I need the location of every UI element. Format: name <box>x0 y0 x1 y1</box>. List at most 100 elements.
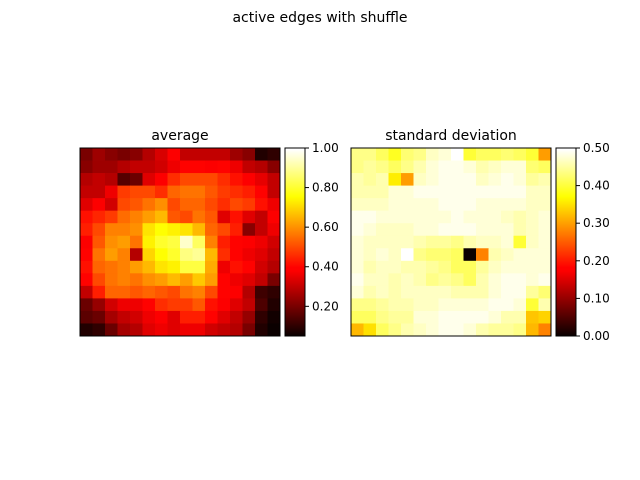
average-cell-r7-c5 <box>142 235 156 249</box>
average-colorbar-step <box>285 264 305 267</box>
average-cell-r12-c3 <box>117 298 131 312</box>
std-cell-r4-c1 <box>363 198 377 212</box>
average-colorbar-step <box>285 304 305 307</box>
average-cell-r2-c12 <box>230 173 243 186</box>
average-cell-r13-c0 <box>80 310 93 324</box>
average-cell-r14-c0 <box>80 323 93 337</box>
average-cell-r14-c10 <box>205 323 218 337</box>
std-cell-r13-c7 <box>438 310 452 324</box>
std-colorbar-step <box>556 280 576 283</box>
average-cell-r14-c3 <box>117 323 131 337</box>
average-colorbar-step <box>285 216 305 219</box>
std-colorbar-step <box>556 234 576 237</box>
std-cell-r12-c12 <box>501 298 514 312</box>
std-colorbar-step <box>556 182 576 185</box>
average-colorbar-step <box>285 220 305 223</box>
std-cell-r14-c7 <box>438 323 452 337</box>
std-colorbar-step <box>556 156 576 159</box>
average-colorbar-frame <box>284 147 306 337</box>
average-cell-r3-c7 <box>167 185 181 199</box>
average-colorbar-step <box>285 318 305 321</box>
std-colorbar-step <box>556 208 576 211</box>
average-colorbar-step <box>285 254 305 257</box>
std-cell-r12-c7 <box>438 298 452 312</box>
average-heatmap-cells <box>80 148 281 337</box>
average-colorbar-step <box>285 236 305 239</box>
std-cell-r1-c15 <box>538 160 552 174</box>
std-colorbar-step <box>556 188 576 191</box>
average-cell-r14-c5 <box>142 323 156 337</box>
average-colorbar-step <box>285 262 305 265</box>
average-cell-r9-c4 <box>130 260 143 274</box>
std-cell-r1-c4 <box>401 160 414 174</box>
std-colorbar-step <box>556 228 576 231</box>
std-colorbar-step <box>556 252 576 255</box>
average-cell-r9-c0 <box>80 260 93 274</box>
std-colorbar-step <box>556 262 576 265</box>
average-cell-r3-c2 <box>105 185 118 199</box>
average-cell-r3-c14 <box>255 185 268 199</box>
average-cell-r6-c10 <box>205 223 218 237</box>
std-colorbar-step <box>556 216 576 219</box>
average-cell-r8-c11 <box>217 248 231 262</box>
average-cell-r1-c2 <box>105 160 118 174</box>
average-colorbar-step <box>285 276 305 279</box>
average-colorbar-step <box>285 312 305 315</box>
std-cell-r10-c15 <box>538 273 552 287</box>
std-heatmap-frame <box>350 147 552 337</box>
std-cell-r9-c4 <box>401 260 414 274</box>
average-cell-r12-c8 <box>180 298 193 312</box>
average-cell-r9-c11 <box>217 260 231 274</box>
average-cell-r3-c12 <box>230 185 243 199</box>
average-cell-r8-c13 <box>242 248 256 262</box>
average-cell-r9-c8 <box>180 260 193 274</box>
average-colorbar-tick-label: 1.00 <box>312 141 339 155</box>
std-colorbar-step <box>556 150 576 153</box>
std-cell-r3-c8 <box>451 185 464 199</box>
average-colorbar-step <box>285 296 305 299</box>
std-cell-r2-c4 <box>401 173 414 186</box>
std-cell-r7-c13 <box>513 235 527 249</box>
std-cell-r11-c11 <box>488 285 502 299</box>
std-colorbar-step <box>556 224 576 227</box>
std-colorbar-step <box>556 230 576 233</box>
std-colorbar-step <box>556 236 576 239</box>
std-cell-r0-c12 <box>501 148 514 161</box>
average-cell-r6-c11 <box>217 223 231 237</box>
std-colorbar-step <box>556 172 576 175</box>
average-cell-r3-c1 <box>92 185 106 199</box>
average-cell-r10-c0 <box>80 273 93 287</box>
std-colorbar-step <box>556 298 576 301</box>
std-cell-r3-c15 <box>538 185 552 199</box>
std-colorbar-step <box>556 198 576 201</box>
std-cell-r3-c0 <box>351 185 364 199</box>
average-cell-r7-c2 <box>105 235 118 249</box>
std-cell-r12-c9 <box>463 298 477 312</box>
std-cell-r6-c1 <box>363 223 377 237</box>
average-cell-r2-c4 <box>130 173 143 186</box>
average-cell-r9-c5 <box>142 260 156 274</box>
average-cell-r0-c15 <box>267 148 281 161</box>
average-cell-r1-c1 <box>92 160 106 174</box>
std-cell-r12-c6 <box>426 298 439 312</box>
std-cell-r0-c3 <box>388 148 402 161</box>
std-colorbar-tick-label: 0.50 <box>583 141 610 155</box>
average-colorbar-step <box>285 294 305 297</box>
average-colorbar-step <box>285 280 305 283</box>
average-cell-r10-c5 <box>142 273 156 287</box>
average-cell-r5-c7 <box>167 210 181 224</box>
average-colorbar-step <box>285 214 305 217</box>
average-panel: average <box>79 128 281 337</box>
std-cell-r8-c1 <box>363 248 377 262</box>
average-cell-r12-c14 <box>255 298 268 312</box>
std-cell-r9-c5 <box>413 260 427 274</box>
average-cell-r10-c12 <box>230 273 243 287</box>
std-cell-r0-c13 <box>513 148 527 161</box>
average-colorbar-step <box>285 192 305 195</box>
std-cell-r3-c9 <box>463 185 477 199</box>
average-cell-r7-c3 <box>117 235 131 249</box>
std-cell-r7-c4 <box>401 235 414 249</box>
average-cell-r14-c15 <box>267 323 281 337</box>
std-cell-r5-c1 <box>363 210 377 224</box>
std-cell-r10-c11 <box>488 273 502 287</box>
